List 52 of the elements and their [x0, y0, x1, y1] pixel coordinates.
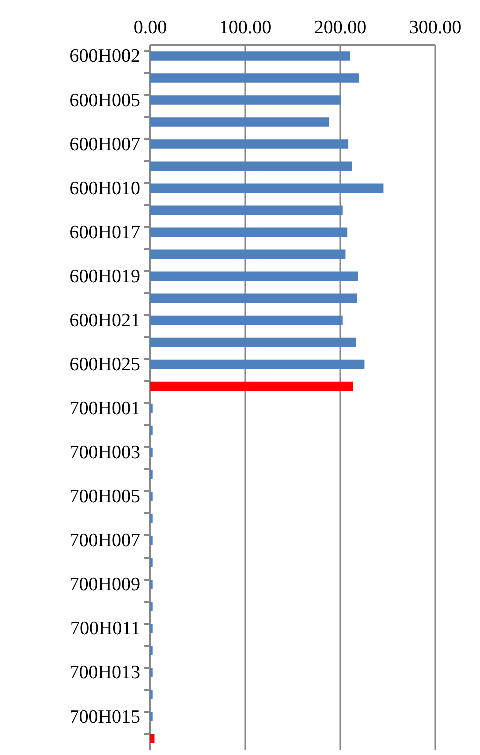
y-tick-label: 600H021	[70, 310, 140, 332]
x-tick-label: 100.00	[219, 18, 272, 38]
y-tick-label: 700H001	[70, 398, 140, 420]
bar	[150, 382, 354, 392]
bar	[150, 250, 346, 260]
bar	[150, 734, 155, 744]
bar	[150, 514, 153, 524]
bar	[150, 536, 153, 546]
bar	[150, 470, 153, 480]
bar	[150, 140, 349, 149]
bar	[150, 360, 365, 370]
x-tick-label: 300.00	[409, 18, 462, 38]
bar	[150, 294, 358, 304]
y-tick-label: 700H011	[70, 618, 140, 640]
y-tick-label: 700H009	[70, 574, 140, 596]
bar	[150, 492, 153, 502]
bar	[150, 96, 341, 105]
bar	[150, 184, 384, 193]
bar	[150, 712, 153, 722]
bar	[150, 426, 153, 436]
bar	[150, 162, 352, 171]
bar	[150, 580, 153, 590]
bar	[150, 338, 356, 348]
bar	[150, 404, 153, 414]
bar	[150, 558, 153, 568]
bar	[150, 228, 348, 237]
bar	[150, 272, 358, 282]
y-tick-label: 600H005	[70, 90, 140, 112]
y-tick-label: 600H025	[70, 354, 140, 376]
bar	[150, 646, 153, 656]
y-tick-label: 700H005	[70, 486, 140, 508]
bar	[150, 316, 343, 326]
x-tick-label: 0.00	[134, 18, 168, 38]
y-tick-label: 700H007	[70, 530, 140, 552]
bar	[150, 624, 153, 634]
y-tick-label: 600H007	[70, 134, 140, 156]
bar	[150, 602, 153, 612]
bar	[150, 448, 153, 458]
y-tick-label: 600H019	[70, 266, 140, 288]
x-tick-label: 200.00	[314, 18, 367, 38]
bar	[150, 206, 343, 215]
y-tick-label: 700H015	[70, 706, 140, 728]
bar	[150, 690, 153, 700]
bar	[150, 668, 153, 678]
y-tick-label: 700H003	[70, 442, 140, 464]
bar	[150, 74, 359, 83]
y-tick-label: 600H017	[70, 222, 140, 244]
y-tick-label: 700H013	[70, 662, 140, 684]
y-tick-label: 600H010	[70, 178, 140, 200]
y-tick-label: 600H002	[70, 46, 140, 68]
bar	[150, 52, 350, 61]
bar	[150, 118, 330, 127]
